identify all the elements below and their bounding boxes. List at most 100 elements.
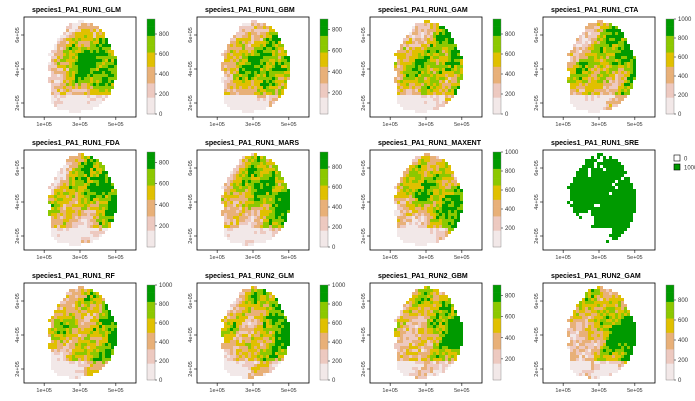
x-tick-label: 3e+05 — [245, 388, 260, 394]
legend-tick-label: 600 — [159, 321, 170, 327]
legend-tick-label: 400 — [678, 338, 689, 344]
legend-tick-label: 400 — [678, 74, 689, 80]
y-tick-label: 6e+05 — [361, 27, 367, 42]
y-tick-label: 6e+05 — [15, 27, 21, 42]
x-tick-label: 3e+05 — [418, 255, 433, 261]
legend-swatch — [673, 163, 681, 171]
legend-tick-label: 400 — [159, 203, 170, 209]
legend-tick-label: 400 — [159, 340, 170, 346]
map-raster — [48, 20, 117, 113]
x-tick-label: 3e+05 — [418, 388, 433, 394]
legend-tick-label: 200 — [332, 91, 343, 97]
legend-tick-label: 1000 — [159, 283, 173, 289]
legend-tick-label: 600 — [505, 52, 516, 58]
x-tick-label: 3e+05 — [245, 255, 260, 261]
x-tick-label: 3e+05 — [72, 388, 87, 394]
legend-tick-label: 400 — [505, 72, 516, 78]
legend-tick-label: 200 — [505, 226, 516, 232]
x-tick-label: 5e+05 — [281, 255, 296, 261]
panel: species1_PA1_RUN1_GBM 1e+05 3e+05 5e+05 2e+0… — [188, 7, 343, 128]
x-tick-label: 5e+05 — [108, 122, 123, 128]
x-tick-label: 1e+05 — [36, 122, 51, 128]
legend-tick-label: 200 — [332, 359, 343, 365]
map-raster — [567, 153, 636, 243]
panel: species1_PA1_RUN1_GLM 1e+05 3e+05 5e+05 2e+0… — [15, 7, 170, 128]
legend-tick-label: 800 — [678, 298, 689, 304]
color-legend — [146, 18, 156, 115]
legend-label: 1000 — [684, 166, 695, 172]
y-tick-label: 6e+05 — [188, 27, 194, 42]
legend-tick-label: 1000 — [505, 150, 519, 156]
panel: species1_PA1_RUN1_CTA 1e+05 3e+05 5e+05 2e+0… — [534, 7, 692, 128]
legend-tick-label: 1000 — [332, 283, 346, 289]
y-tick-label: 4e+05 — [188, 327, 194, 342]
legend-label: 0 — [684, 157, 688, 163]
legend-tick-label: 0 — [505, 112, 509, 118]
color-legend — [319, 151, 329, 248]
legend-tick-label: 0 — [332, 378, 336, 384]
panel: species1_PA1_RUN1_MAXENT 1e+05 3e+05 5e+05 2… — [361, 140, 519, 261]
y-tick-label: 6e+05 — [361, 160, 367, 175]
y-tick-label: 2e+05 — [361, 361, 367, 376]
panel-title: species1_PA1_RUN2_GAM — [551, 273, 641, 280]
x-tick-label: 1e+05 — [382, 388, 397, 394]
y-tick-label: 2e+05 — [188, 361, 194, 376]
y-tick-label: 4e+05 — [361, 327, 367, 342]
x-tick-label: 3e+05 — [72, 122, 87, 128]
map-raster — [394, 286, 463, 379]
y-tick-label: 2e+05 — [15, 361, 21, 376]
y-tick-label: 4e+05 — [534, 194, 540, 209]
panel-title: species1_PA1_RUN2_GBM — [378, 273, 468, 280]
color-legend — [146, 284, 156, 381]
x-tick-label: 3e+05 — [245, 122, 260, 128]
panel: species1_PA1_RUN1_FDA 1e+05 3e+05 5e+05 2e+0… — [15, 140, 170, 261]
map-raster — [221, 153, 290, 246]
y-tick-label: 2e+05 — [188, 95, 194, 110]
color-legend — [665, 18, 675, 115]
y-tick-label: 2e+05 — [188, 228, 194, 243]
y-tick-label: 4e+05 — [15, 194, 21, 209]
legend-tick-label: 800 — [159, 161, 170, 167]
legend-tick-label: 200 — [332, 225, 343, 231]
y-tick-label: 4e+05 — [361, 194, 367, 209]
x-tick-label: 1e+05 — [36, 388, 51, 394]
y-tick-label: 6e+05 — [15, 293, 21, 308]
x-tick-label: 3e+05 — [418, 122, 433, 128]
legend-tick-label: 600 — [678, 55, 689, 61]
y-tick-label: 4e+05 — [188, 61, 194, 76]
color-legend — [319, 284, 329, 381]
panel: species1_PA1_RUN1_GAM 1e+05 3e+05 5e+05 2e+0… — [361, 7, 516, 128]
panel: species1_PA1_RUN1_MARS 1e+05 3e+05 5e+05 2e+… — [188, 140, 343, 261]
legend-tick-label: 200 — [678, 358, 689, 364]
legend-tick-label: 800 — [332, 302, 343, 308]
map-raster — [221, 20, 290, 113]
x-tick-label: 5e+05 — [454, 255, 469, 261]
map-raster — [567, 20, 636, 113]
legend-swatch — [673, 154, 681, 162]
y-tick-label: 6e+05 — [534, 27, 540, 42]
color-legend — [146, 151, 156, 248]
panel-title: species1_PA1_RUN1_GLM — [32, 7, 121, 14]
legend-tick-label: 800 — [332, 28, 343, 34]
legend-tick-label: 800 — [332, 165, 343, 171]
panel: species1_PA1_RUN2_GLM 1e+05 3e+05 5e+05 2e+0… — [188, 273, 346, 394]
x-tick-label: 5e+05 — [281, 122, 296, 128]
x-tick-label: 3e+05 — [591, 388, 606, 394]
x-tick-label: 5e+05 — [627, 122, 642, 128]
y-tick-label: 6e+05 — [361, 293, 367, 308]
legend-tick-label: 800 — [505, 169, 516, 175]
map-raster — [567, 286, 636, 379]
panel-title: species1_PA1_RUN1_MAXENT — [378, 140, 482, 147]
x-tick-label: 5e+05 — [281, 388, 296, 394]
panel-title: species1_PA1_RUN1_FDA — [32, 140, 120, 147]
y-tick-label: 4e+05 — [534, 327, 540, 342]
x-tick-label: 3e+05 — [591, 255, 606, 261]
legend-tick-label: 800 — [159, 302, 170, 308]
legend-tick-label: 600 — [332, 321, 343, 327]
legend-tick-label: 600 — [159, 182, 170, 188]
legend-tick-label: 0 — [678, 112, 682, 118]
color-legend — [492, 284, 502, 381]
x-tick-label: 1e+05 — [36, 255, 51, 261]
legend-tick-label: 1000 — [678, 17, 692, 23]
